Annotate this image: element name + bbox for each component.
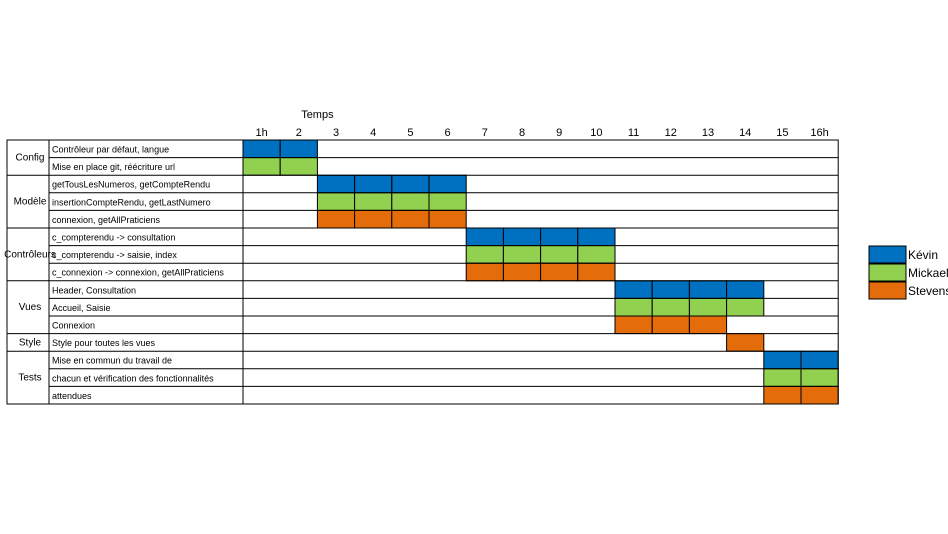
gantt-bar-cell: [242, 157, 281, 176]
task-label: Connexion: [52, 321, 95, 331]
gantt-bar-cell: [577, 262, 616, 282]
hour-label: 13: [702, 127, 714, 139]
gantt-bar-cell: [540, 262, 579, 282]
legend-swatch: [868, 281, 907, 300]
gantt-bar-cell: [391, 174, 430, 194]
gantt-bar-cell: [428, 192, 467, 211]
gantt-bar-cell: [688, 297, 728, 317]
hour-label: 10: [590, 127, 602, 139]
task-label: Contrôleur par défaut, langue: [52, 145, 169, 155]
hour-label: 1h: [255, 127, 267, 139]
gantt-bar-cell: [391, 192, 430, 211]
gantt-bar-cell: [800, 385, 839, 405]
hour-label: 12: [665, 127, 677, 139]
legend-swatch: [868, 245, 907, 264]
gantt-bar-cell: [316, 174, 356, 194]
gantt-bar-cell: [428, 174, 467, 194]
hour-label: 5: [407, 127, 413, 139]
gantt-bar-cell: [763, 368, 802, 387]
task-label: chacun et vérification des fonctionnalit…: [52, 373, 214, 383]
task-label: Accueil, Saisie: [52, 303, 111, 313]
gantt-bar-cell: [614, 315, 653, 335]
gantt-bar-cell: [242, 139, 281, 159]
gantt-bar-cell: [800, 368, 839, 387]
gantt-bar-cell: [354, 174, 393, 194]
task-label: c_connexion -> connexion, getAllPraticie…: [52, 268, 224, 278]
hour-label: 16h: [810, 127, 828, 139]
task-label: c_compterendu -> saisie, index: [52, 250, 177, 260]
hour-label: 8: [519, 127, 525, 139]
hour-label: 15: [776, 127, 788, 139]
group-label: Style: [19, 337, 42, 348]
task-label: Style pour toutes les vues: [52, 338, 156, 348]
gantt-bar-cell: [465, 227, 504, 247]
hour-label: 3: [333, 127, 339, 139]
hour-label: 2: [296, 127, 302, 139]
gantt-bar-cell: [651, 297, 690, 317]
task-label: connexion, getAllPraticiens: [52, 215, 161, 225]
gantt-bar-cell: [577, 227, 616, 247]
legend-label: Mickael: [908, 266, 948, 280]
hour-label: 9: [556, 127, 562, 139]
gantt-bar-cell: [540, 227, 579, 247]
gantt-bar-cell: [763, 385, 802, 405]
gantt-bar-cell: [726, 280, 765, 299]
legend-label: Stevens: [908, 284, 948, 298]
task-label: insertionCompteRendu, getLastNumero: [52, 197, 211, 207]
gantt-bar-cell: [763, 350, 802, 370]
gantt-bar-cell: [428, 209, 467, 229]
group-label: Config: [16, 153, 45, 164]
gantt-bar-cell: [354, 192, 393, 211]
group-label: Contrôleurs: [4, 249, 56, 260]
task-label: Mise en commun du travail de: [52, 356, 172, 366]
gantt-bar-cell: [651, 315, 690, 335]
task-label: attendues: [52, 391, 92, 401]
gantt-bar-cell: [800, 350, 839, 370]
legend-swatch: [868, 263, 907, 282]
gantt-bar-cell: [502, 245, 542, 264]
gantt-bar-cell: [688, 315, 728, 335]
task-label: getTousLesNumeros, getCompteRendu: [52, 180, 210, 190]
gantt-bar-cell: [540, 245, 579, 264]
task-label: Mise en place git, réécriture url: [52, 162, 175, 172]
gantt-bar-cell: [502, 262, 542, 282]
group-label: Modèle: [14, 197, 47, 208]
gantt-bar-cell: [279, 157, 318, 176]
hour-label: 7: [482, 127, 488, 139]
legend-label: Kévin: [908, 248, 938, 262]
gantt-bar-cell: [614, 297, 653, 317]
group-label: Tests: [18, 373, 41, 384]
hour-label: 6: [445, 127, 451, 139]
gantt-bar-cell: [577, 245, 616, 264]
table-frame: [6, 139, 839, 405]
hour-label: 11: [628, 127, 639, 139]
gantt-bar-cell: [726, 297, 765, 317]
task-label: Header, Consultation: [52, 285, 136, 295]
task-label: c_compterendu -> consultation: [52, 233, 175, 243]
gantt-bar-cell: [465, 262, 504, 282]
hour-label: 14: [739, 127, 751, 139]
gantt-bar-cell: [651, 280, 690, 299]
hour-label: 4: [370, 127, 376, 139]
gantt-bar-cell: [688, 280, 728, 299]
gantt-bar-cell: [726, 333, 765, 352]
gantt-bar-cell: [316, 192, 356, 211]
gantt-bar-cell: [614, 280, 653, 299]
gantt-bar-cell: [465, 245, 504, 264]
gantt-bar-cell: [354, 209, 393, 229]
gantt-bar-cell: [279, 139, 318, 159]
group-label: Vues: [19, 302, 41, 313]
gantt-bar-cell: [502, 227, 542, 247]
gantt-bar-cell: [316, 209, 356, 229]
gantt-bar-cell: [391, 209, 430, 229]
chart-title: Temps: [301, 109, 334, 121]
